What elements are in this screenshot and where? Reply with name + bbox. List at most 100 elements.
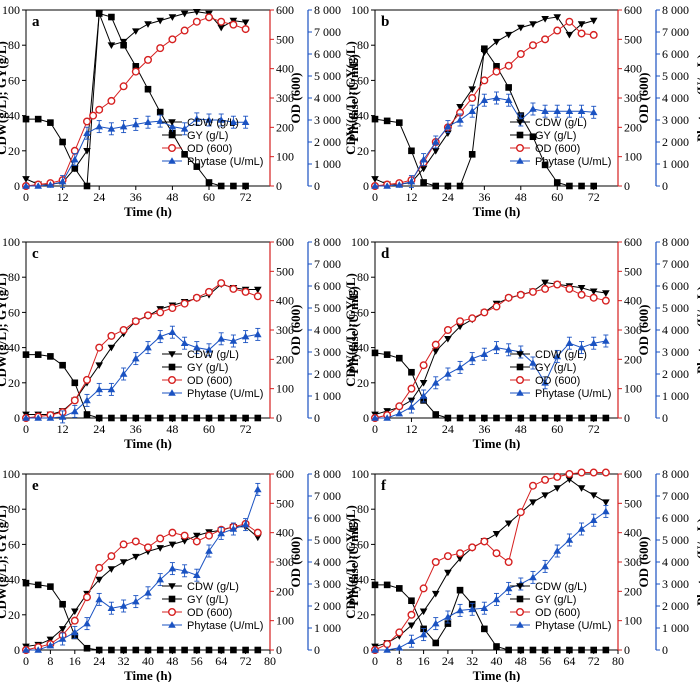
data-point: [132, 597, 140, 605]
data-point: [528, 287, 537, 296]
series-gy-g-l: [22, 351, 262, 422]
data-point: [132, 414, 140, 422]
data-point: [82, 593, 91, 602]
data-point: [444, 122, 452, 130]
y-tick-label: 20: [357, 144, 369, 158]
x-tick-label: 8: [396, 654, 402, 668]
data-point: [541, 379, 549, 386]
data-point: [107, 344, 116, 352]
y-tick-label: 60: [8, 537, 20, 551]
data-point: [493, 63, 500, 70]
od-tick-label: 0: [624, 179, 630, 193]
data-point: [396, 354, 403, 362]
data-point: [371, 581, 379, 589]
data-point: [144, 646, 152, 654]
data-point: [46, 181, 55, 188]
data-point: [468, 605, 476, 613]
data-point: [205, 414, 213, 422]
y-tick-label: 20: [357, 608, 369, 622]
data-point: [34, 646, 42, 653]
y-tick-label: 40: [357, 573, 369, 587]
panel-label: b: [381, 14, 389, 30]
legend-swatch-marker: [168, 351, 176, 358]
data-point: [47, 353, 54, 360]
data-point: [242, 646, 249, 654]
data-point: [456, 104, 464, 111]
od-tick-label: 600: [276, 235, 294, 249]
data-point: [83, 619, 91, 627]
phytase-tick-label: 8 000: [314, 3, 341, 17]
data-point: [193, 532, 201, 540]
data-point: [529, 105, 537, 112]
od-tick-label: 200: [276, 120, 294, 134]
x-tick-label: 24: [93, 422, 105, 436]
data-point: [589, 339, 598, 346]
data-point: [131, 537, 140, 546]
data-point: [577, 29, 586, 38]
data-point: [58, 413, 67, 420]
phytase-tick-label: 2 000: [662, 135, 689, 149]
x-tick-label: 60: [551, 190, 563, 204]
data-point: [71, 165, 79, 172]
data-point: [443, 326, 452, 335]
phytase-tick-label: 3 000: [314, 577, 341, 591]
data-point: [431, 138, 440, 145]
data-point: [180, 531, 189, 540]
y-tick-label: 60: [8, 305, 20, 319]
data-point: [59, 361, 66, 369]
legend-entry: Phytase (U/mL): [187, 156, 263, 168]
phytase-tick-label: 0: [662, 411, 668, 425]
y-tick-label: 100: [351, 235, 369, 249]
data-point: [529, 499, 537, 506]
phytase-tick-label: 2 000: [314, 367, 341, 381]
data-point: [529, 414, 537, 422]
data-point: [444, 414, 452, 422]
data-point: [217, 529, 225, 537]
data-point: [589, 468, 598, 477]
y-left-axis-title: CDW(g/L); GY(g/L): [0, 505, 9, 619]
data-point: [371, 414, 379, 421]
legend-swatch-marker: [168, 595, 176, 603]
data-point: [108, 646, 115, 654]
data-point: [253, 292, 262, 301]
data-point: [553, 280, 562, 289]
y-tick-label: 100: [351, 3, 369, 17]
data-point: [553, 179, 561, 186]
legend-swatch-marker: [167, 608, 176, 617]
data-point: [481, 625, 488, 633]
data-point: [504, 346, 513, 353]
data-point: [180, 538, 189, 545]
data-point: [443, 552, 452, 561]
od-tick-label: 200: [624, 120, 642, 134]
y-tick-label: 0: [363, 411, 369, 425]
data-point: [395, 628, 404, 637]
data-point: [553, 352, 562, 360]
data-point: [193, 115, 201, 122]
data-point: [83, 182, 91, 190]
data-point: [565, 31, 574, 39]
data-point: [58, 177, 67, 185]
x-tick-label: 16: [418, 654, 430, 668]
legend-swatch-marker: [168, 131, 176, 139]
data-point: [371, 115, 379, 123]
phytase-tick-label: 1 000: [662, 389, 689, 403]
data-point: [83, 644, 91, 652]
series-phytase-u-ml: [371, 334, 610, 421]
data-point: [456, 116, 464, 123]
data-point: [119, 82, 128, 91]
data-point: [108, 414, 115, 422]
data-point: [420, 179, 427, 186]
legend: CDW (g/L)GY (g/L)OD (600)Phytase (U/mL): [510, 349, 611, 400]
data-point: [602, 414, 610, 422]
series-phytase-u-ml: [22, 325, 262, 424]
phytase-tick-label: 5 000: [662, 69, 689, 83]
x-tick-label: 36: [478, 422, 490, 436]
od-tick-label: 400: [276, 294, 294, 308]
data-point: [193, 343, 201, 351]
phytase-axis-title: Phytase (U/mL): [346, 286, 361, 374]
legend-entry: Phytase (U/mL): [535, 388, 611, 400]
data-point: [180, 10, 189, 18]
od-tick-label: 0: [276, 411, 282, 425]
data-point: [107, 604, 116, 611]
series-phytase-u-ml: [22, 482, 262, 653]
